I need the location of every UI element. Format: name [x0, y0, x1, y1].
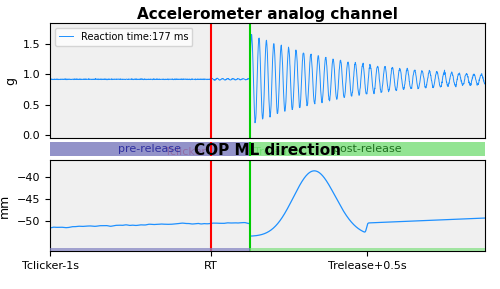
Title: Accelerometer analog channel: Accelerometer analog channel: [137, 7, 398, 22]
Reaction time:177 ms: [69, 78, 75, 81]
Y-axis label: g: g: [4, 77, 17, 84]
Reaction time:177 ms: [259, 110, 265, 114]
Reaction time:177 ms: [470, 76, 476, 80]
Reaction time:177 ms: [252, 121, 258, 125]
Bar: [50, 142, 250, 156]
Reaction time:177 ms: [470, 75, 476, 78]
Bar: [250, 142, 485, 156]
Text: Tclicker: Tclicker: [166, 147, 206, 157]
Reaction time:177 ms: [247, 68, 253, 72]
Y-axis label: mm: mm: [0, 193, 11, 218]
Reaction time:177 ms: [390, 67, 396, 71]
Text: post-release: post-release: [333, 144, 402, 154]
Line: Reaction time:177 ms: Reaction time:177 ms: [50, 34, 485, 123]
Legend: Reaction time:177 ms: Reaction time:177 ms: [55, 28, 192, 46]
Title: COP ML direction: COP ML direction: [194, 143, 341, 158]
Text: Trelease: Trelease: [254, 147, 300, 157]
Text: pre-release: pre-release: [118, 144, 182, 154]
Reaction time:177 ms: [482, 82, 488, 86]
Reaction time:177 ms: [47, 77, 53, 81]
Bar: [250, 248, 485, 251]
Bar: [50, 248, 250, 251]
Reaction time:177 ms: [248, 33, 254, 36]
